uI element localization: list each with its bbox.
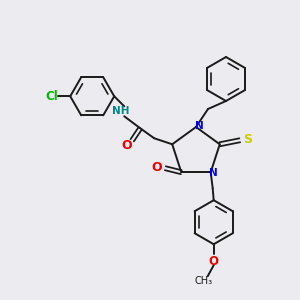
Text: O: O (209, 255, 219, 268)
Text: Cl: Cl (46, 90, 58, 103)
Text: NH: NH (112, 106, 130, 116)
Text: O: O (121, 139, 131, 152)
Text: S: S (243, 133, 252, 146)
Text: O: O (151, 161, 162, 174)
Text: N: N (195, 121, 203, 131)
Text: N: N (209, 168, 218, 178)
Text: CH₃: CH₃ (195, 276, 213, 286)
